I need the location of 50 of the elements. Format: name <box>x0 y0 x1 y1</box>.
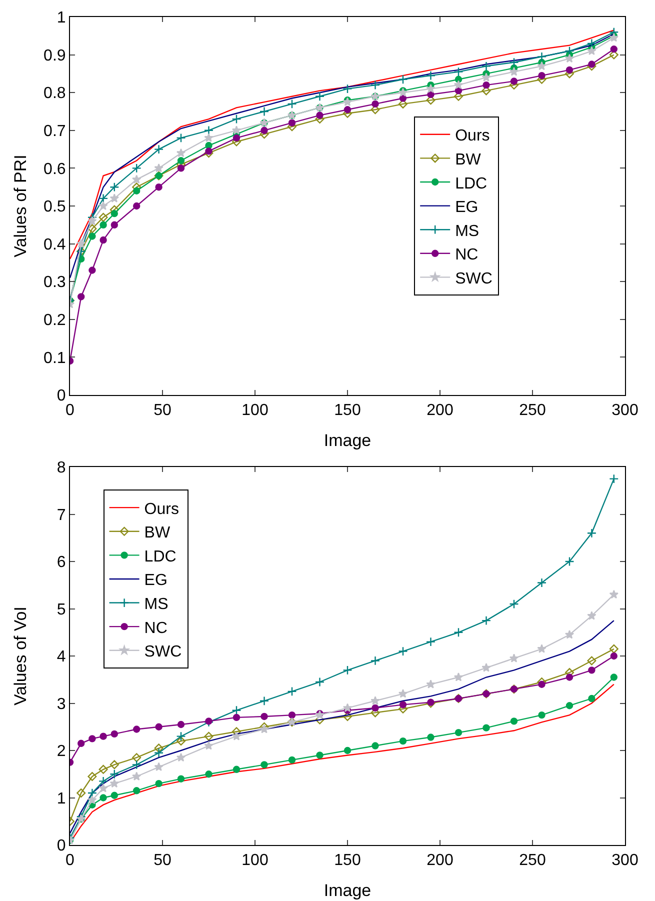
y-tick-label: 0.1 <box>44 350 66 367</box>
legend-label: EG <box>455 199 478 216</box>
y-tick-label: 0.8 <box>44 85 66 102</box>
x-tick-label: 100 <box>242 852 268 870</box>
y-tick-label: 0.9 <box>44 47 66 64</box>
legend-label: LDC <box>144 548 176 566</box>
y-tick-label: 4 <box>56 648 66 666</box>
legend-label: MS <box>455 222 480 240</box>
legend-label: NC <box>455 246 478 264</box>
legend-label: SWC <box>144 644 182 661</box>
y-tick-label: 2 <box>56 743 66 760</box>
y-tick-label: 0.2 <box>44 312 66 329</box>
x-tick-label: 250 <box>519 852 546 870</box>
y-tick-label: 0 <box>56 838 66 855</box>
y-tick-label: 0.6 <box>44 160 66 178</box>
x-tick-label: 200 <box>426 402 454 420</box>
y-tick-label: 0.7 <box>44 123 66 140</box>
y-tick-label: 7 <box>56 506 66 524</box>
y-tick-label: 0 <box>56 388 66 405</box>
x-tick-label: 50 <box>154 852 172 870</box>
legend-label: LDC <box>455 175 488 192</box>
legend-label: BW <box>455 151 482 168</box>
y-tick-label: 0.4 <box>44 236 66 254</box>
legend-label: SWC <box>455 270 492 288</box>
y-tick-label: 5 <box>56 601 66 618</box>
y-tick-label: 3 <box>56 696 66 713</box>
y-tick-label: 8 <box>56 460 66 477</box>
y-tick-label: 0.5 <box>44 198 66 216</box>
legend-label: EG <box>144 572 168 590</box>
x-tick-label: 150 <box>334 852 361 870</box>
x-axis-title: Image <box>324 431 372 450</box>
legend-label: Ours <box>455 128 490 145</box>
y-tick-label: 6 <box>56 554 66 572</box>
x-tick-label: 100 <box>242 402 268 420</box>
y-tick-label: 1 <box>56 10 66 27</box>
legend-label: BW <box>144 524 171 542</box>
legend-label: MS <box>144 596 168 614</box>
y-tick-label: 1 <box>56 790 66 808</box>
x-axis-title: Image <box>324 881 372 900</box>
legend-label: Ours <box>144 500 179 518</box>
x-tick-label: 300 <box>612 402 638 420</box>
x-tick-label: 150 <box>334 402 361 420</box>
y-axis-title: Values of VoI <box>11 606 30 706</box>
y-axis-title: Values of PRI <box>11 154 30 258</box>
y-tick-label: 0.3 <box>44 274 66 292</box>
x-tick-label: 50 <box>154 402 172 420</box>
x-tick-label: 250 <box>519 402 546 420</box>
x-tick-label: 300 <box>612 852 638 870</box>
x-tick-label: 200 <box>426 852 454 870</box>
legend-label: NC <box>144 620 168 637</box>
